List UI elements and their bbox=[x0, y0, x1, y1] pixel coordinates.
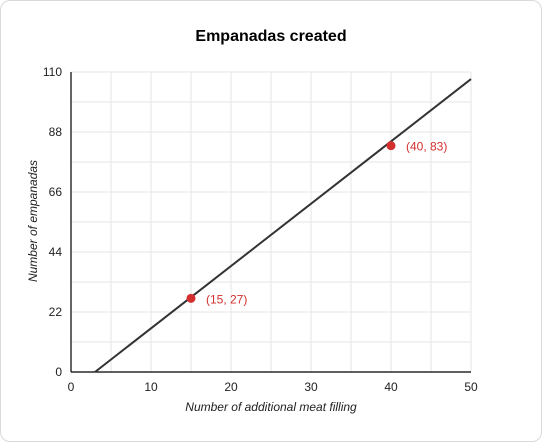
y-tick-label: 0 bbox=[55, 365, 62, 379]
x-tick-label: 0 bbox=[68, 380, 75, 394]
y-tick-label: 88 bbox=[49, 125, 63, 139]
y-tick-label: 110 bbox=[43, 65, 62, 79]
grid bbox=[70, 71, 472, 373]
data-point-label: (15, 27) bbox=[206, 292, 247, 306]
data-point bbox=[186, 293, 196, 303]
x-tick-label: 10 bbox=[144, 380, 158, 394]
data-point-label: (40, 83) bbox=[406, 140, 447, 154]
series-line bbox=[94, 78, 472, 373]
chart-title: Empanadas created bbox=[195, 28, 346, 45]
y-tick-label: 44 bbox=[49, 245, 63, 259]
series: (15, 27) (40, 83) bbox=[94, 78, 472, 373]
x-tick-label: 30 bbox=[304, 380, 318, 394]
x-tick-label: 20 bbox=[224, 380, 238, 394]
y-axis-label: Number of empanadas bbox=[26, 160, 40, 282]
x-axis-label: Number of additional meat filling bbox=[185, 400, 357, 414]
y-tick-label: 66 bbox=[49, 185, 63, 199]
axes bbox=[70, 72, 471, 373]
x-tick-label: 40 bbox=[384, 380, 398, 394]
x-tick-label: 50 bbox=[464, 380, 478, 394]
tick-labels: 0 10 20 30 40 50 0 22 44 66 88 110 bbox=[43, 65, 478, 394]
data-point bbox=[386, 141, 396, 151]
y-tick-label: 22 bbox=[49, 305, 63, 319]
